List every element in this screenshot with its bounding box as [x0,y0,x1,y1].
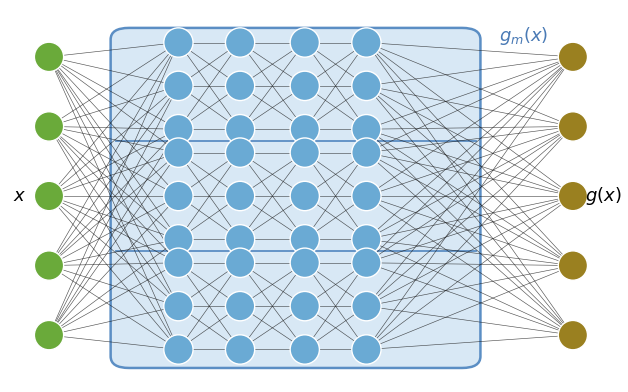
Ellipse shape [352,248,381,278]
Ellipse shape [35,42,63,72]
Text: $x$: $x$ [13,187,26,205]
Ellipse shape [164,114,193,144]
Ellipse shape [225,28,255,57]
Ellipse shape [352,291,381,321]
Ellipse shape [290,138,320,167]
Ellipse shape [352,114,381,144]
Ellipse shape [352,225,381,254]
Ellipse shape [35,251,63,280]
Ellipse shape [352,28,381,57]
Ellipse shape [35,320,63,350]
Ellipse shape [35,112,63,141]
Ellipse shape [225,114,255,144]
Ellipse shape [225,291,255,321]
Ellipse shape [290,28,320,57]
Ellipse shape [290,71,320,101]
Ellipse shape [290,181,320,211]
Ellipse shape [290,335,320,364]
Ellipse shape [164,225,193,254]
Ellipse shape [164,181,193,211]
Ellipse shape [164,71,193,101]
Ellipse shape [164,291,193,321]
Ellipse shape [290,114,320,144]
Ellipse shape [352,335,381,364]
Ellipse shape [290,291,320,321]
Ellipse shape [164,335,193,364]
Text: $g_m(x)$: $g_m(x)$ [499,25,548,47]
Ellipse shape [225,248,255,278]
Ellipse shape [225,335,255,364]
Ellipse shape [225,71,255,101]
Ellipse shape [558,320,588,350]
Ellipse shape [290,248,320,278]
Text: $g(x)$: $g(x)$ [585,185,622,207]
Ellipse shape [35,181,63,211]
Ellipse shape [164,138,193,167]
Ellipse shape [558,42,588,72]
Ellipse shape [290,225,320,254]
Ellipse shape [225,181,255,211]
Ellipse shape [164,28,193,57]
Ellipse shape [225,138,255,167]
Ellipse shape [225,225,255,254]
FancyBboxPatch shape [111,28,480,368]
Ellipse shape [352,181,381,211]
Ellipse shape [558,112,588,141]
Ellipse shape [164,248,193,278]
Ellipse shape [352,71,381,101]
Ellipse shape [558,251,588,280]
Ellipse shape [352,138,381,167]
Ellipse shape [558,181,588,211]
